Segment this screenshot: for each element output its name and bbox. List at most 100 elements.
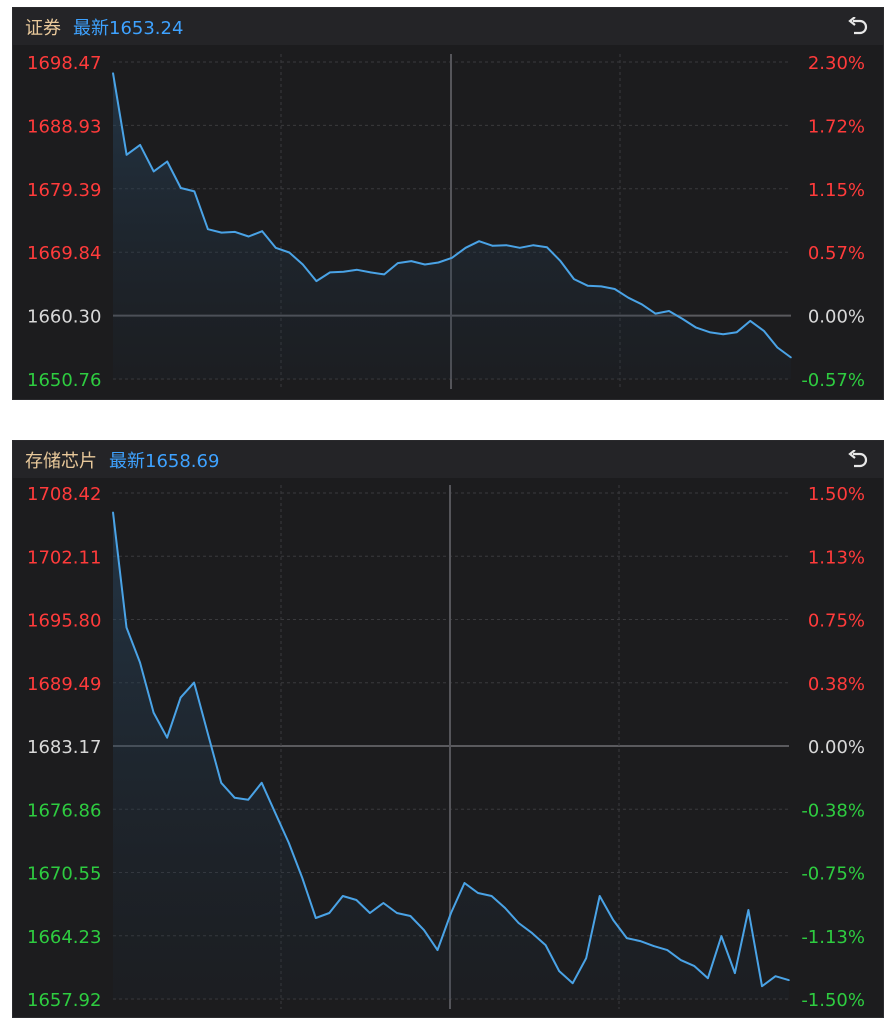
price-point [585,957,587,959]
price-point [505,244,508,246]
y-axis-price-label: 1702.11 [27,547,101,568]
price-point [206,731,209,734]
price-point [613,288,616,290]
price-point [598,895,601,897]
price-point [707,977,709,979]
price-point [788,979,790,981]
price-point [166,736,168,739]
y-axis-price-label: 1688.93 [27,116,101,137]
price-point [763,330,765,332]
price-point [546,246,548,248]
price-point [342,895,344,897]
y-axis-percent-label: -0.75% [801,864,865,885]
price-point [315,280,318,282]
price-point [152,170,155,173]
price-area [113,512,789,999]
price-point [559,260,562,262]
price-point [356,268,358,271]
undo-arrow-icon[interactable] [847,450,869,470]
price-point [734,972,736,974]
price-point [790,356,792,359]
price-point [424,263,426,266]
price-point [274,812,277,814]
price-point [693,965,696,967]
price-point [639,940,642,942]
price-point [409,915,412,917]
y-axis-price-label: 1708.42 [27,484,101,505]
index-name: 存储芯片 [25,450,97,472]
undo-arrow-icon[interactable] [847,17,869,37]
price-point [125,154,128,156]
price-point [179,696,182,699]
chart-panel-securities: 证券 最新1653.24 1698.47 2.30% 1688.93 1.72% 167… [12,7,884,400]
price-point [302,263,304,266]
price-point [654,312,657,315]
price-point [600,285,602,288]
price-point [747,909,750,911]
price-point [681,318,684,320]
price-point [517,922,520,924]
price-point [329,271,331,274]
y-axis-percent-label: -0.57% [801,370,865,391]
price-point [436,949,439,951]
price-area [113,73,791,379]
price-point [369,271,372,274]
price-point [112,511,114,514]
price-point [464,247,467,249]
price-point [247,799,249,801]
price-point [220,231,223,234]
y-axis-percent-label: 1.72% [808,116,865,137]
price-point [410,260,413,262]
price-point [328,912,331,914]
price-point [532,244,535,246]
price-chart: 1708.42 1.50% 1702.11 1.13% 1695.80 0.75% 1689… [27,484,865,1011]
price-point [287,842,290,844]
y-axis-percent-label: 1.50% [808,484,865,505]
panel-header: 存储芯片 最新1658.69 [13,441,883,478]
price-point [355,899,358,901]
price-point [544,944,547,946]
y-axis-percent-label: -1.50% [801,990,865,1011]
price-point [166,160,169,163]
latest-price: 最新1653.24 [73,17,184,39]
price-point [735,331,738,334]
price-point [627,296,630,299]
price-point [720,935,723,937]
price-point [125,626,128,629]
y-axis-percent-label: -0.38% [801,800,865,821]
price-point [139,144,141,146]
y-axis-percent-label: 0.00% [808,737,865,758]
price-point [612,919,615,921]
price-point [220,781,222,784]
y-axis-price-label: 1660.30 [27,307,101,328]
price-point [112,72,114,74]
price-point [288,251,291,254]
y-axis-price-label: 1657.92 [27,990,101,1011]
chart-panel-memory-chips: 存储芯片 最新1658.69 1708.42 1.50% 1702.11 1.13% 1… [12,440,884,1018]
price-point [625,937,628,939]
price-point [247,235,250,238]
price-point [152,711,155,714]
price-point [315,917,317,919]
price-point [749,320,752,322]
price-point [761,985,763,987]
price-point [233,797,236,799]
price-point [423,929,425,931]
price-point [478,240,480,242]
price-point [180,187,182,189]
y-axis-price-label: 1650.76 [27,370,101,391]
price-point [260,781,263,784]
y-axis-price-label: 1683.17 [27,737,101,758]
price-point [573,278,575,280]
price-point [193,681,195,684]
y-axis-percent-label: 1.13% [808,547,865,568]
price-point [653,945,655,947]
price-point [383,273,386,276]
price-point [463,882,466,884]
y-axis-percent-label: 0.75% [808,611,865,632]
index-name: 证券 [25,17,61,39]
price-point [571,982,574,984]
price-point [382,902,385,904]
y-axis-price-label: 1695.80 [27,611,101,632]
price-point [396,262,399,264]
